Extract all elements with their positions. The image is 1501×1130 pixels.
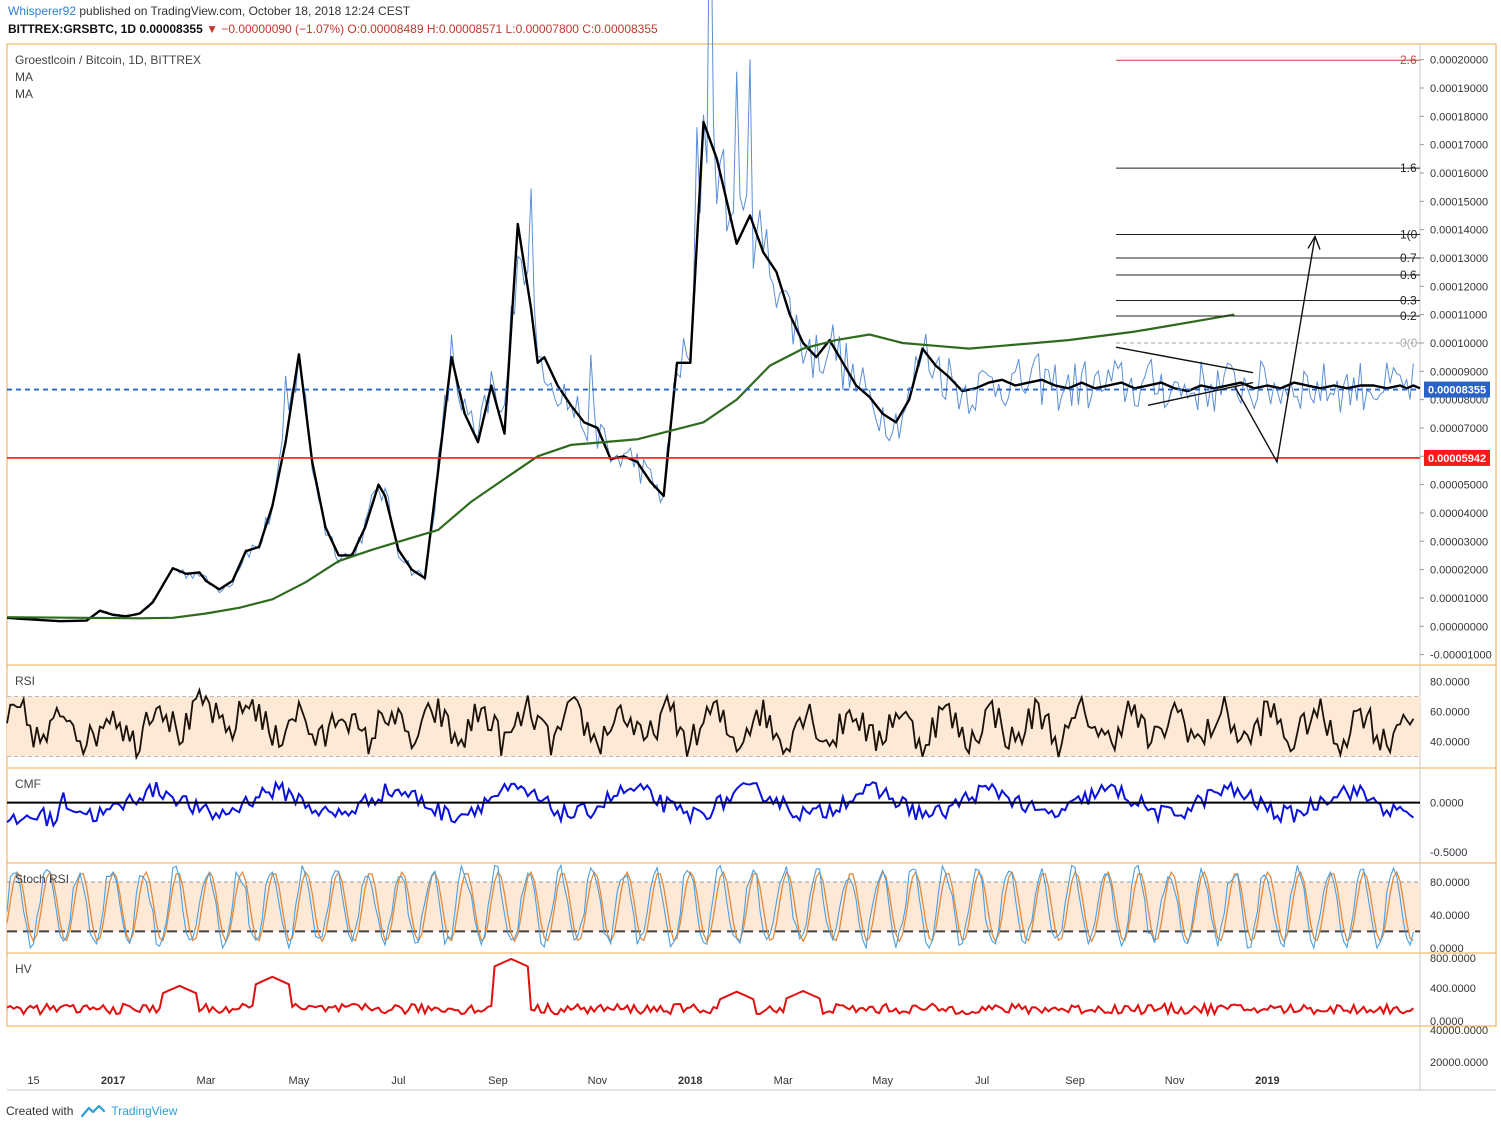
price-tick-label: 0.00012000: [1430, 281, 1488, 293]
price-tick-label: 0.00001000: [1430, 593, 1488, 605]
price-tick-label: 0.00013000: [1430, 253, 1488, 265]
time-tick-label: May: [872, 1075, 893, 1087]
hv-tick-label: 20000.0000: [1430, 1057, 1488, 1069]
current-price-tag-label: 0.00008355: [1428, 385, 1486, 397]
time-tick-label: 2019: [1255, 1075, 1279, 1087]
price-tick-label: 0.00014000: [1430, 225, 1488, 237]
stoch-d-line: [6, 870, 1414, 943]
price-tick-label: 0.00016000: [1430, 168, 1488, 180]
triangle-lower-line: [1147, 381, 1254, 406]
created-with-text: Created with: [6, 1104, 74, 1118]
symbol-header: BITTREX:GRSBTC, 1D 0.00008355 ▼ −0.00000…: [8, 22, 658, 36]
cmf-tick-label: -0.5000: [1430, 847, 1467, 859]
support-price-tag-label: 0.00005942: [1428, 453, 1486, 465]
hv-tick-label: 800.0000: [1430, 953, 1476, 965]
price-tick-label: 0.00015000: [1430, 196, 1488, 208]
stoch-tick-label: 0.0000: [1430, 943, 1464, 955]
rsi-tick-label: 60.0000: [1430, 707, 1470, 719]
hv-line: [6, 957, 1415, 1018]
fib-level-label: 0.3: [1400, 293, 1417, 307]
tradingview-brand[interactable]: TradingView: [111, 1104, 178, 1118]
axes: 0.00020000 0.00019000 0.00018000 0.00017000…: [27, 55, 1491, 1087]
price-tick-label: 0.00020000: [1430, 55, 1488, 67]
price-tick-label: 0.00007000: [1430, 423, 1488, 435]
price-tick-label: 0.00000000: [1430, 621, 1488, 633]
rsi-label: RSI: [15, 674, 35, 688]
stoch-tick-label: 80.0000: [1430, 877, 1470, 889]
stoch-band: [7, 881, 1420, 932]
triangle-upper-line: [1115, 346, 1254, 374]
fib-level-label: 0(0: [1400, 336, 1418, 350]
stoch-tick-label: 40.0000: [1430, 910, 1470, 922]
price-tick-label: 0.00010000: [1430, 338, 1488, 350]
time-tick-label: Mar: [774, 1075, 793, 1087]
ohlc-values: O:0.00008489 H:0.00008571 L:0.00007800 C…: [347, 22, 658, 36]
ma-fast-line: [6, 120, 1421, 623]
time-tick-label: Jul: [391, 1075, 405, 1087]
published-text: published on TradingView.com, October 18…: [79, 4, 411, 18]
pane-frames: [6, 43, 1497, 1091]
rsi-line: [6, 686, 1415, 761]
time-tick-label: Nov: [1165, 1075, 1185, 1087]
time-tick-label: 2018: [678, 1075, 702, 1087]
current-price-tag: [1424, 381, 1490, 398]
fib-level-label: 0.7: [1400, 251, 1417, 265]
time-tick-label: May: [288, 1075, 309, 1087]
projection-arrowhead: [1307, 234, 1321, 250]
time-tick-label: Sep: [1065, 1075, 1085, 1087]
fib-level-label: 2.6: [1400, 53, 1417, 67]
symbol-line: BITTREX:GRSBTC, 1D 0.00008355: [8, 22, 203, 36]
time-tick-label: Jul: [975, 1075, 989, 1087]
fib-level-label: 1(0: [1400, 227, 1418, 241]
cmf-tick-label: 0.0000: [1430, 798, 1464, 810]
price-tick-label: 0.00019000: [1430, 83, 1488, 95]
ma-legend-1: MA: [15, 70, 33, 84]
price-tick-label: 0.00017000: [1430, 140, 1488, 152]
support-price-tag: [1424, 449, 1490, 466]
footer: Created with TradingView: [6, 1104, 177, 1118]
hv-tick-label: 40000.0000: [1430, 1025, 1488, 1037]
price-tick-label: 0.00002000: [1430, 565, 1488, 577]
stoch-k-line: [6, 863, 1414, 951]
ma-legend-2: MA: [15, 87, 33, 101]
time-tick-label: 15: [27, 1075, 39, 1087]
hv-label: HV: [15, 962, 32, 976]
cmf-label: CMF: [15, 777, 41, 791]
rsi-tick-label: 80.0000: [1430, 677, 1470, 689]
price-change: ▼ −0.00000090 (−1.07%): [206, 22, 345, 36]
fib-level-label: 1.6: [1400, 161, 1417, 175]
price-series-line: [6, 0, 1414, 623]
time-tick-label: Sep: [488, 1075, 508, 1087]
projection-path: [1234, 236, 1316, 464]
hv-tick-label: 400.0000: [1430, 983, 1476, 995]
price-tick-label: 0.00005000: [1430, 480, 1488, 492]
author-link[interactable]: Whisperer92: [8, 4, 77, 18]
ma-slow-line: [6, 313, 1235, 620]
price-tick-label: 0.00004000: [1430, 508, 1488, 520]
rsi-tick-label: 40.0000: [1430, 737, 1470, 749]
tradingview-logo-icon[interactable]: [81, 1104, 106, 1118]
price-tick-label: 0.00018000: [1430, 111, 1488, 123]
time-tick-label: 2017: [101, 1075, 125, 1087]
publish-header: Whisperer92 published on TradingView.com…: [8, 4, 410, 18]
panes: 2.6 1.6 1(0 0.7 0.6 0.3 0.2 0(0 RSI CMF Stoch RSI H…: [6, 0, 1421, 1018]
chart-title: Groestlcoin / Bitcoin, 1D, BITTREX: [15, 53, 201, 67]
price-tick-label: 0.00008000: [1430, 395, 1488, 407]
price-tick-label: 0.00009000: [1430, 366, 1488, 378]
time-tick-label: Nov: [588, 1075, 608, 1087]
stoch-label: Stoch RSI: [15, 872, 69, 886]
time-tick-label: Mar: [197, 1075, 216, 1087]
price-tick-label: 0.00011000: [1430, 310, 1487, 322]
hv-tick-label: 0.0000: [1430, 1016, 1464, 1028]
fib-level-label: 0.2: [1400, 309, 1417, 323]
price-tick-label: 0.00003000: [1430, 536, 1488, 548]
price-tick-label: -0.00001000: [1430, 650, 1492, 662]
fib-level-label: 0.6: [1400, 268, 1417, 282]
cmf-line: [6, 779, 1414, 828]
